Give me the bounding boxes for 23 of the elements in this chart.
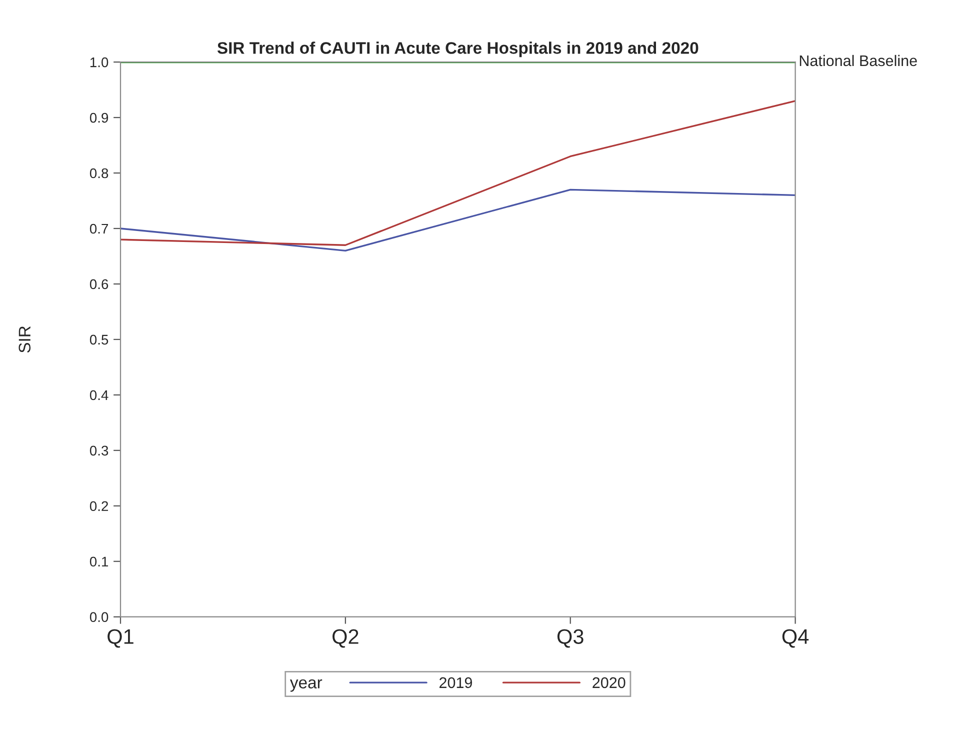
line-series xyxy=(120,100,796,246)
y-tick-label: 0.6 xyxy=(90,279,108,290)
x-tick-label: Q3 xyxy=(557,629,584,648)
legend-title: year xyxy=(290,679,322,692)
y-tick-label: 0.3 xyxy=(90,446,108,456)
legend-label: 2020 xyxy=(592,677,626,688)
y-tick-label: 0.9 xyxy=(90,112,108,123)
y-tick-label: 0.7 xyxy=(90,224,108,234)
y-tick-label: 0.2 xyxy=(90,501,108,512)
y-tick-label: 0.8 xyxy=(90,168,108,178)
legend-label: 2019 xyxy=(440,677,472,688)
ref-line-label: National Baseline xyxy=(800,54,917,66)
chart-title: SIR Trend of CAUTI in Acute Care Hospitals in 2019 and 2020 xyxy=(217,42,698,58)
line-series xyxy=(120,188,796,252)
y-tick-label: 0.1 xyxy=(90,556,108,567)
x-tick-label: Q2 xyxy=(332,629,358,648)
x-tick-label: Q1 xyxy=(108,629,134,648)
y-tick-label: 1.0 xyxy=(90,57,108,68)
y-axis-title: SIR xyxy=(18,326,31,353)
y-tick-label: 0.5 xyxy=(90,334,108,345)
y-tick-label: 0.4 xyxy=(90,390,108,400)
y-tick-label: 0.0 xyxy=(90,612,108,622)
x-tick-label: Q4 xyxy=(782,629,809,648)
